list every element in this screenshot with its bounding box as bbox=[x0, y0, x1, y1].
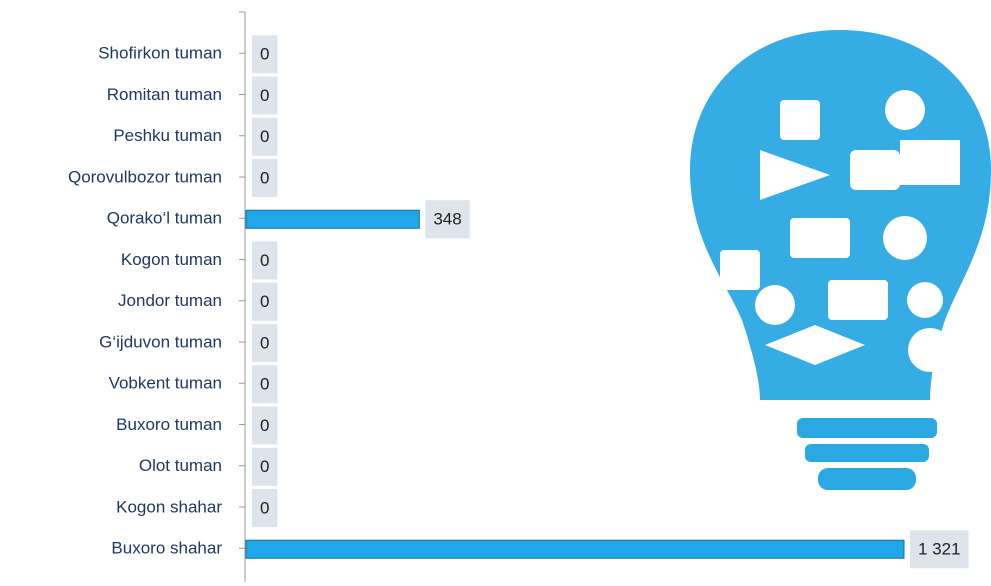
category-label: G‘ijduvon tuman bbox=[99, 332, 222, 351]
category-label: Buxoro tuman bbox=[116, 415, 222, 434]
value-label: 0 bbox=[260, 333, 269, 352]
value-label-bg bbox=[252, 282, 278, 321]
value-label-bg bbox=[252, 117, 278, 156]
value-label: 348 bbox=[433, 210, 461, 229]
lightbulb-illustration bbox=[690, 30, 991, 490]
bar bbox=[245, 539, 905, 559]
value-label: 0 bbox=[260, 375, 269, 394]
value-label: 0 bbox=[260, 251, 269, 270]
value-label-bg bbox=[425, 200, 470, 239]
category-label: Qorako‘l tuman bbox=[107, 209, 222, 228]
category-label: Peshku tuman bbox=[113, 126, 222, 145]
value-label: 0 bbox=[260, 168, 269, 187]
value-label-bg bbox=[252, 159, 278, 197]
value-label-bg bbox=[252, 324, 278, 362]
value-label: 0 bbox=[260, 457, 269, 476]
category-label: Romitan tuman bbox=[107, 85, 222, 104]
category-label: Shofirkon tuman bbox=[98, 44, 222, 63]
value-label: 0 bbox=[260, 498, 269, 517]
category-label: Buxoro shahar bbox=[111, 539, 222, 558]
value-label: 0 bbox=[260, 127, 269, 146]
value-label: 0 bbox=[260, 292, 269, 311]
value-label-bg bbox=[252, 406, 278, 445]
bar bbox=[245, 209, 420, 229]
value-label-bg bbox=[252, 489, 278, 527]
category-label: Kogon shahar bbox=[116, 497, 222, 516]
value-label: 0 bbox=[260, 45, 269, 64]
value-label: 0 bbox=[260, 86, 269, 105]
value-label-bg bbox=[252, 365, 278, 404]
value-label-bg bbox=[910, 530, 969, 569]
category-label: Olot tuman bbox=[139, 456, 222, 475]
value-label-bg bbox=[252, 241, 278, 280]
value-label-bg bbox=[252, 35, 278, 74]
category-label: Qorovulbozor tuman bbox=[68, 167, 222, 186]
category-label: Kogon tuman bbox=[121, 250, 222, 269]
value-label: 1 321 bbox=[918, 540, 961, 559]
category-label: Jondor tuman bbox=[118, 291, 222, 310]
value-label-bg bbox=[252, 447, 278, 486]
value-label-bg bbox=[252, 76, 278, 115]
value-label: 0 bbox=[260, 416, 269, 435]
category-label: Vobkent tuman bbox=[109, 374, 222, 393]
